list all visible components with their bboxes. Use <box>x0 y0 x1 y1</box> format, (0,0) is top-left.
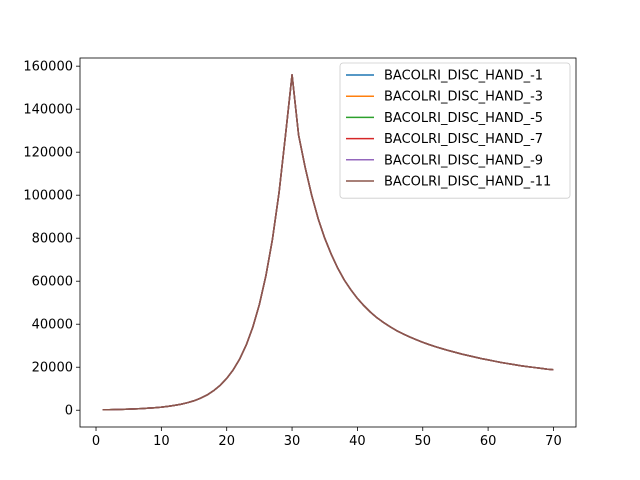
legend: BACOLRI_DISC_HAND_-1 BACOLRI_DISC_HAND_-3… <box>339 62 571 199</box>
x-tick-label: 40 <box>349 434 366 449</box>
y-tick-label: 100000 <box>23 189 73 204</box>
y-axis: 0 20000 40000 60000 80000 100000 120000 140000 1… <box>23 60 80 419</box>
x-tick-label: 30 <box>284 434 301 449</box>
x-tick-label: 60 <box>480 434 497 449</box>
y-tick-label: 40000 <box>32 318 73 333</box>
legend-label: BACOLRI_DISC_HAND_-3 <box>384 90 543 105</box>
y-tick-label: 80000 <box>32 232 73 247</box>
y-tick-label: 20000 <box>32 361 73 376</box>
y-tick-label: 140000 <box>23 103 73 118</box>
legend-label: BACOLRI_DISC_HAND_-7 <box>384 132 543 147</box>
x-tick-label: 50 <box>414 434 431 449</box>
legend-label: BACOLRI_DISC_HAND_-5 <box>384 111 543 126</box>
x-tick-label: 0 <box>92 434 100 449</box>
axes-frame <box>79 57 577 428</box>
y-tick-label: 60000 <box>32 275 73 290</box>
legend-box <box>339 62 571 199</box>
x-tick-label: 10 <box>153 434 170 449</box>
x-tick-label: 70 <box>545 434 562 449</box>
x-tick-label: 20 <box>218 434 235 449</box>
y-tick-label: 120000 <box>23 146 73 161</box>
x-axis: 0 10 20 30 40 50 60 70 <box>92 427 562 449</box>
y-tick-label: 0 <box>65 404 73 419</box>
legend-label: BACOLRI_DISC_HAND_-11 <box>384 175 551 190</box>
legend-label: BACOLRI_DISC_HAND_-9 <box>384 153 543 168</box>
series-line-6 <box>102 74 554 411</box>
legend-label: BACOLRI_DISC_HAND_-1 <box>384 69 543 84</box>
series-layer <box>102 74 554 411</box>
y-tick-label: 160000 <box>23 60 73 75</box>
